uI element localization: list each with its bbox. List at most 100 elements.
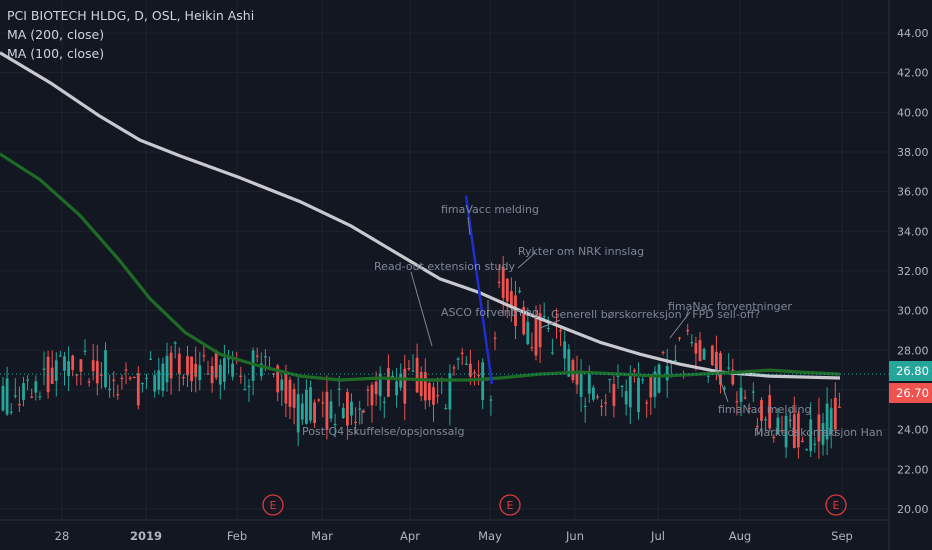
candle-body [145, 377, 148, 380]
candle-body [280, 379, 284, 391]
candle-body [104, 350, 107, 388]
candle-body [313, 402, 316, 424]
annotations: fimaVacc melding Rykter om NRK innslagRea… [262, 195, 883, 516]
candle-body [546, 327, 550, 329]
ma100-line [0, 152, 841, 382]
earnings-marker [825, 494, 847, 516]
candle-body [538, 313, 542, 348]
candle-body [686, 330, 690, 332]
candle-body [739, 387, 743, 402]
y-tick-label: 20.00 [897, 503, 929, 516]
candle-body [30, 396, 34, 398]
candle-body [403, 368, 407, 404]
candle-body [526, 321, 530, 345]
candle-body [756, 425, 759, 428]
candle-body [112, 379, 116, 381]
x-tick-label: Jul [650, 529, 665, 543]
candle-body [497, 281, 501, 283]
candle-body [715, 351, 718, 373]
candle-body [690, 342, 694, 344]
candle-body [391, 375, 394, 378]
ma200-line [0, 51, 841, 380]
candle-body [423, 372, 427, 401]
candle-body [214, 352, 218, 378]
y-tick-label: 30.00 [897, 305, 929, 318]
candle-body [1, 385, 5, 411]
candle-body [620, 385, 624, 387]
annotation-leader [539, 319, 561, 329]
y-tick-label: 44.00 [897, 27, 929, 40]
y-tick-label: 40.00 [897, 106, 929, 119]
annotation-label: Generell børskorreksjon / FPD sell-off? [551, 308, 760, 321]
candle-body [198, 365, 202, 381]
price-label-box [889, 383, 932, 403]
candle-body [108, 388, 111, 391]
candle-body [477, 374, 480, 377]
candle-body [579, 371, 583, 397]
candle-body [571, 360, 575, 381]
candle-body [645, 402, 649, 404]
x-tick-label: Feb [227, 529, 247, 543]
earnings-marker-label: E [507, 499, 514, 512]
candle-body [612, 383, 616, 407]
candle-body [120, 377, 124, 379]
earnings-marker-label: E [833, 499, 840, 512]
x-tick-label: Aug [729, 529, 751, 543]
candle-body [428, 383, 431, 401]
candle-body [182, 377, 185, 379]
candle-body [317, 399, 321, 401]
y-tick-label: 34.00 [897, 225, 929, 238]
annotation-label: Markedskorreksjon Han [754, 426, 883, 439]
candle-body [530, 347, 534, 349]
candle-body [210, 366, 214, 384]
annotation-leader [517, 252, 536, 269]
candle-body [596, 396, 599, 398]
candle-body [50, 367, 54, 384]
candle-body [124, 369, 128, 371]
candle-body [161, 363, 165, 391]
candle-body [481, 362, 485, 401]
candle-body [760, 399, 763, 421]
candle-body [604, 402, 608, 404]
candle-body [764, 419, 767, 421]
candle-body [805, 449, 808, 451]
candle-body [563, 341, 567, 359]
candle-body [22, 383, 25, 400]
candle-body [821, 423, 825, 445]
candle-body [838, 406, 841, 408]
candle-body [177, 353, 181, 374]
candle-body [600, 405, 603, 408]
candle-body [333, 423, 337, 426]
candle-body [399, 373, 403, 388]
candle-body [255, 355, 259, 357]
annotation-leader [714, 364, 729, 403]
candle-body [567, 349, 571, 377]
candle-body [505, 278, 509, 302]
candle-body [633, 370, 636, 372]
candle-body [95, 360, 99, 384]
candle-body [259, 363, 263, 377]
candle-body [678, 337, 681, 339]
candle-body [350, 401, 353, 416]
candle-body [173, 342, 177, 344]
candle-body [489, 399, 493, 401]
candle-body [473, 372, 476, 374]
candle-body [747, 407, 751, 410]
earnings-marker [499, 494, 521, 516]
annotation-leader [669, 311, 691, 339]
x-tick-label: May [478, 529, 502, 543]
candle-body [100, 374, 103, 376]
candle-body [67, 361, 70, 377]
candle-body [13, 395, 17, 397]
candle-body [321, 402, 325, 404]
candle-body [772, 436, 776, 439]
candle-body [218, 364, 222, 385]
candle-body [743, 397, 747, 399]
candle-body [346, 392, 349, 426]
candle-body [751, 391, 755, 393]
candle-body [337, 388, 341, 390]
candle-body [83, 350, 87, 352]
candle-body [616, 375, 620, 377]
